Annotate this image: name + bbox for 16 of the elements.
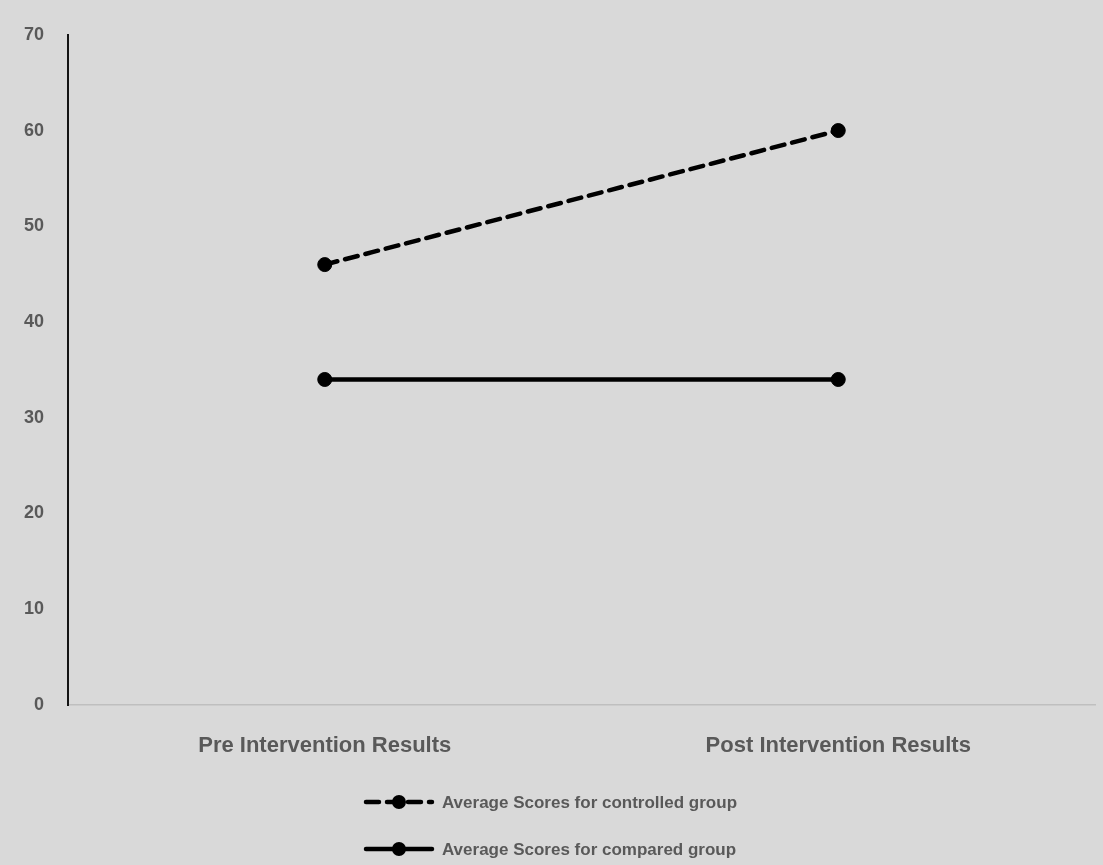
x-tick-label: Post Intervention Results: [705, 732, 971, 758]
point: [830, 123, 846, 139]
y-tick-label: 30: [23, 406, 44, 427]
y-tick-label: 50: [23, 215, 44, 236]
y-tick-label: 70: [23, 23, 44, 44]
point: [317, 257, 333, 273]
y-tick-label: 10: [23, 598, 44, 619]
x-tick-label: Pre Intervention Results: [198, 732, 452, 758]
y-tick-label: 40: [23, 311, 44, 331]
point: [317, 371, 333, 387]
point: [830, 371, 846, 387]
y-tick-label: 60: [23, 119, 44, 140]
y-tick-label: 0: [33, 693, 44, 714]
y-tick-label: 20: [23, 502, 44, 523]
legend-label: Average Scores for compared group: [441, 839, 737, 859]
legend-label: Average Scores for controlled group: [441, 792, 738, 812]
